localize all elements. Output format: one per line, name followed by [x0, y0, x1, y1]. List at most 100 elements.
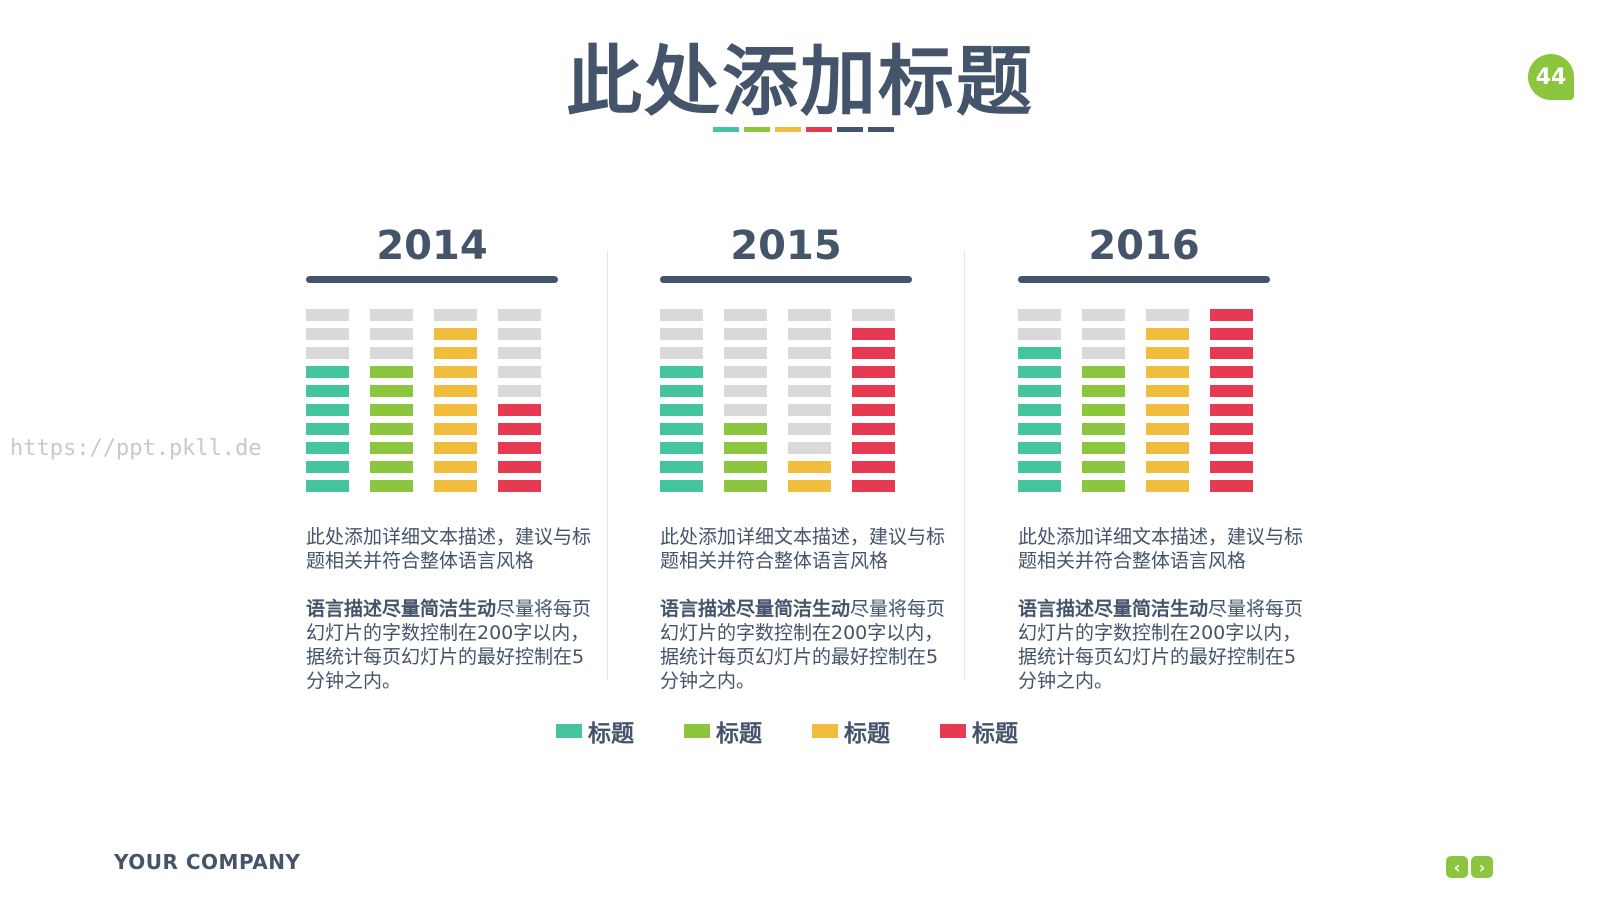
bar-block-filled — [434, 480, 477, 492]
panel-2016: 2016 此处添加详细文本描述，建议与标题相关并符合整体语言风格 语言描述尽量简… — [1018, 220, 1318, 693]
bar-block-filled — [1082, 366, 1125, 378]
bar-block-empty — [788, 404, 831, 416]
bar-block-filled — [852, 480, 895, 492]
bar-block-filled — [434, 404, 477, 416]
bar-block-empty — [370, 309, 413, 321]
bar-block-filled — [1082, 480, 1125, 492]
next-arrow-icon[interactable]: › — [1471, 856, 1493, 878]
year-underline — [660, 276, 912, 283]
bar-block-empty — [434, 309, 477, 321]
bar-block-filled — [306, 404, 349, 416]
bar-block-empty — [660, 328, 703, 340]
bar-block-empty — [724, 347, 767, 359]
year-label: 2015 — [730, 223, 842, 269]
panel-detail-rest: 尽量将每页幻灯片的字数控制在200字以内，据统计每页幻灯片的最好控制在5分钟之内… — [306, 598, 592, 692]
bar-block-filled — [1082, 423, 1125, 435]
panel-detail-rest: 尽量将每页幻灯片的字数控制在200字以内，据统计每页幻灯片的最好控制在5分钟之内… — [660, 598, 946, 692]
panel-detail-bold: 语言描述尽量简洁生动 — [660, 598, 851, 620]
bar-block-filled — [1082, 404, 1125, 416]
bar-block-empty — [1082, 309, 1125, 321]
bar-block-empty — [724, 366, 767, 378]
bar-block-filled — [370, 442, 413, 454]
bar-block-filled — [434, 423, 477, 435]
bar-block-filled — [306, 461, 349, 473]
bar-block-filled — [1018, 366, 1061, 378]
bar-block-filled — [1082, 442, 1125, 454]
legend-item-teal: 标题 — [556, 714, 684, 748]
bar-block-filled — [852, 385, 895, 397]
bar-block-empty — [660, 347, 703, 359]
title-accent-segment — [837, 127, 863, 132]
block-chart — [306, 309, 558, 499]
bar-block-filled — [1018, 461, 1061, 473]
bar-block-filled — [1210, 385, 1253, 397]
bar-block-empty — [306, 347, 349, 359]
bar-block-empty — [852, 309, 895, 321]
bar-block-empty — [788, 328, 831, 340]
bar-block-filled — [1146, 385, 1189, 397]
prev-arrow-icon[interactable]: ‹ — [1446, 856, 1468, 878]
bar-block-empty — [788, 442, 831, 454]
legend-item-red: 标题 — [940, 714, 1068, 748]
bar-block-empty — [498, 385, 541, 397]
bar-block-filled — [1210, 404, 1253, 416]
bar-block-filled — [306, 385, 349, 397]
bar-block-filled — [1018, 404, 1061, 416]
bar-block-filled — [1210, 461, 1253, 473]
bar-block-filled — [660, 404, 703, 416]
panel-description: 此处添加详细文本描述，建议与标题相关并符合整体语言风格 — [1018, 526, 1304, 572]
bar-block-empty — [724, 404, 767, 416]
bar-block-filled — [1210, 366, 1253, 378]
legend-label: 标题 — [972, 721, 1018, 747]
bar-block-filled — [660, 385, 703, 397]
title-accent-segment — [775, 127, 801, 132]
bar-block-empty — [788, 366, 831, 378]
bar-block-filled — [1146, 461, 1189, 473]
bar-block-empty — [660, 309, 703, 321]
bar-block-empty — [498, 366, 541, 378]
page-number-badge: 44 — [1528, 54, 1574, 100]
legend-swatch — [812, 724, 838, 738]
year-label: 2014 — [376, 223, 488, 269]
bar-block-empty — [306, 309, 349, 321]
bar-block-filled — [1018, 385, 1061, 397]
bar-block-filled — [1146, 442, 1189, 454]
bar-block-filled — [660, 480, 703, 492]
bar-block-filled — [370, 461, 413, 473]
bar-block-filled — [434, 347, 477, 359]
bar-block-filled — [1146, 404, 1189, 416]
title-accent-segment — [806, 127, 832, 132]
bar-block-filled — [724, 461, 767, 473]
bar-block-filled — [498, 480, 541, 492]
year-underline — [306, 276, 558, 283]
bar-block-filled — [1146, 328, 1189, 340]
bar-block-empty — [1082, 347, 1125, 359]
block-chart — [1018, 309, 1270, 499]
bar-block-empty — [724, 385, 767, 397]
bar-block-empty — [498, 328, 541, 340]
legend-item-green: 标题 — [684, 714, 812, 748]
panel-detail: 语言描述尽量简洁生动尽量将每页幻灯片的字数控制在200字以内，据统计每页幻灯片的… — [660, 597, 950, 693]
bar-block-filled — [724, 480, 767, 492]
bar-block-filled — [370, 480, 413, 492]
bar-block-filled — [1210, 347, 1253, 359]
bar-block-filled — [1018, 347, 1061, 359]
title-accent-segment — [868, 127, 894, 132]
bar-block-filled — [434, 461, 477, 473]
bar-block-filled — [434, 366, 477, 378]
bar-block-filled — [724, 423, 767, 435]
bar-block-filled — [1082, 385, 1125, 397]
bar-block-filled — [1210, 423, 1253, 435]
bar-block-filled — [1210, 480, 1253, 492]
bar-block-empty — [788, 385, 831, 397]
bar-block-filled — [1146, 423, 1189, 435]
panel-detail: 语言描述尽量简洁生动尽量将每页幻灯片的字数控制在200字以内，据统计每页幻灯片的… — [306, 597, 596, 693]
bar-block-filled — [852, 328, 895, 340]
block-chart — [660, 309, 912, 499]
bar-block-filled — [370, 385, 413, 397]
bar-block-filled — [498, 442, 541, 454]
bar-block-filled — [1146, 480, 1189, 492]
bar-block-filled — [434, 328, 477, 340]
panel-detail-bold: 语言描述尽量简洁生动 — [306, 598, 497, 620]
bar-block-filled — [1146, 347, 1189, 359]
